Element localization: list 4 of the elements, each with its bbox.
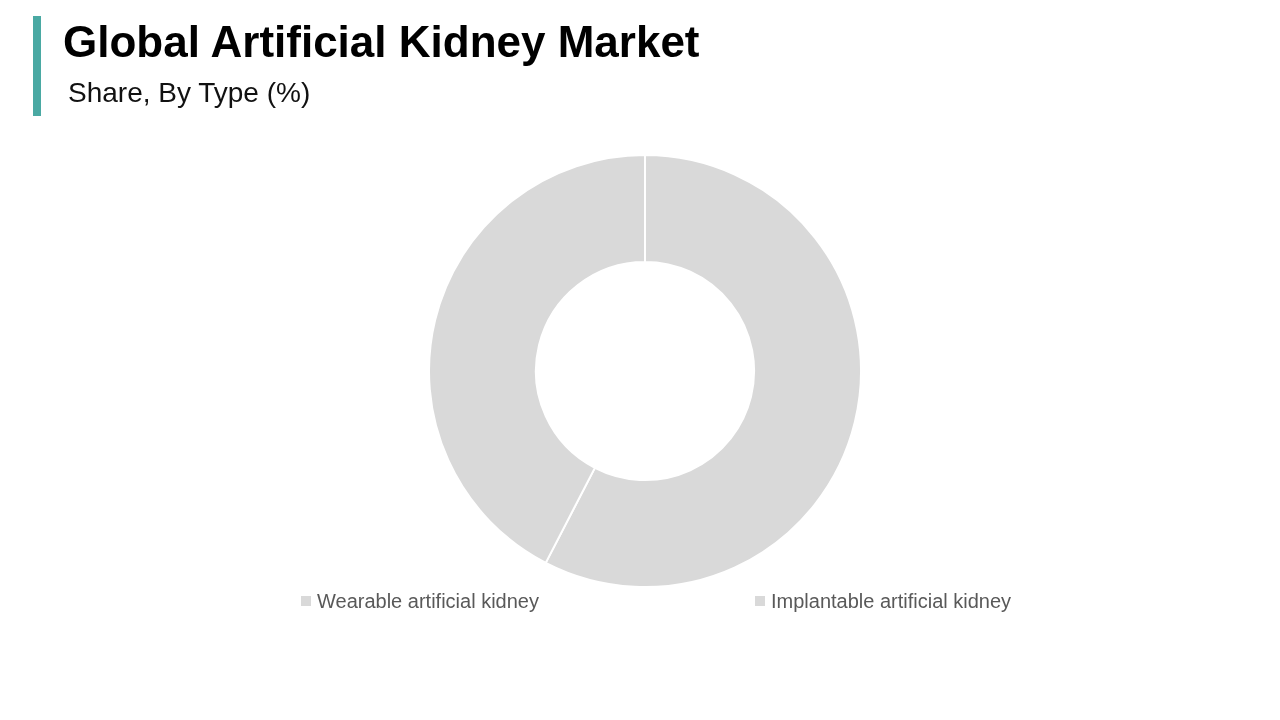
legend-label: Wearable artificial kidney [317,590,539,612]
legend-label: Implantable artificial kidney [771,590,1012,612]
chart-title: Global Artificial Kidney Market [63,17,700,66]
chart-subtitle: Share, By Type (%) [68,77,311,108]
